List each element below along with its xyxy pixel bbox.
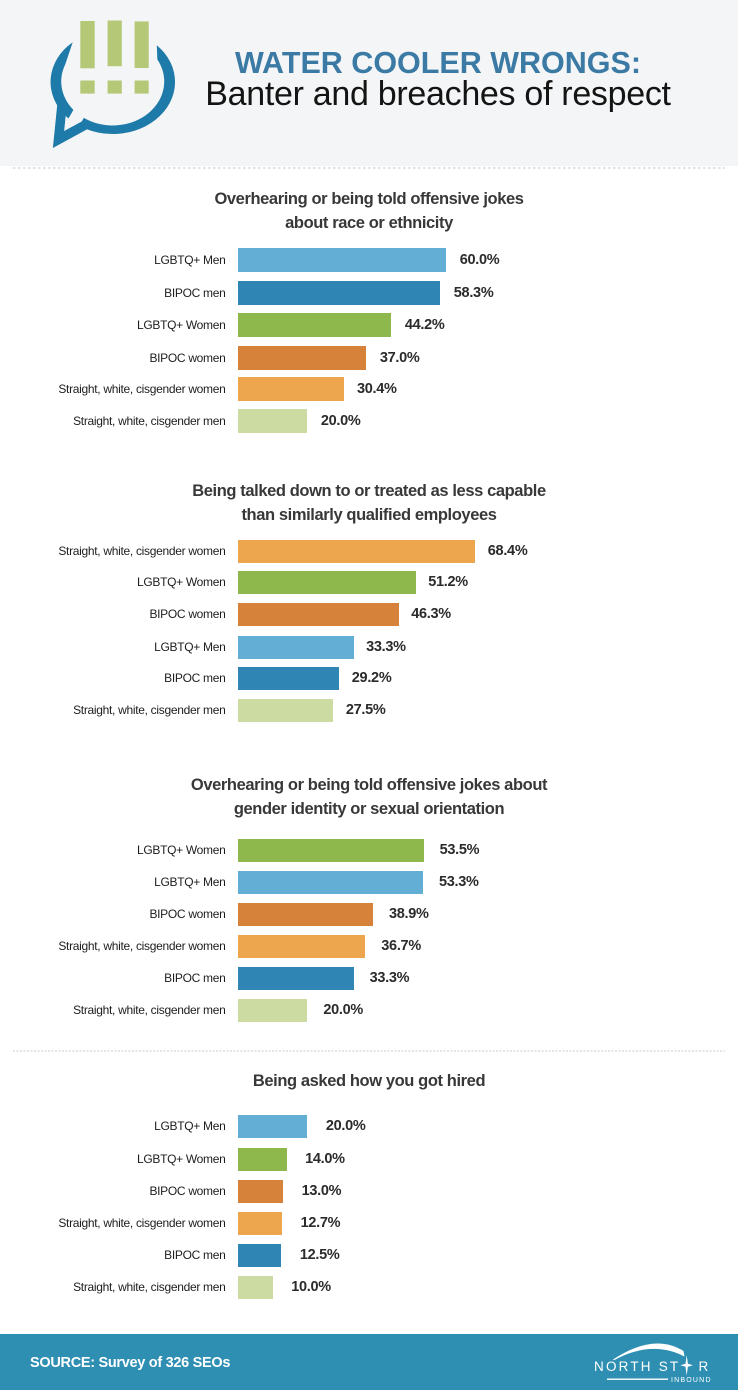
svg-text:INBOUND: INBOUND: [671, 1377, 711, 1384]
svg-text:R: R: [699, 1359, 709, 1374]
svg-text:NORTH ST: NORTH ST: [594, 1359, 680, 1374]
